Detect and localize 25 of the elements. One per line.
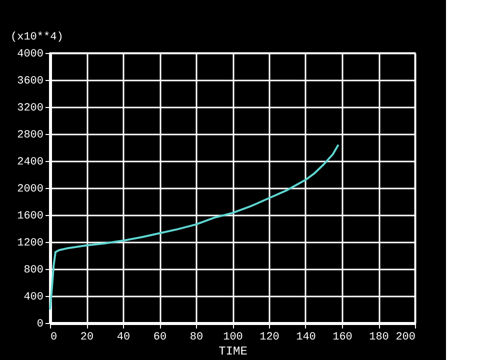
y-axis-title: (x10**4) — [10, 32, 64, 44]
x-tick-label: 100 — [223, 332, 243, 344]
y-tick-label: 2400 — [17, 156, 44, 168]
x-tick-label: 0 — [50, 332, 58, 344]
x-tick-label: 180 — [369, 332, 389, 344]
x-tick-label: 120 — [260, 332, 280, 344]
x-tick-label: 200 — [396, 332, 416, 344]
y-tick-label: 3200 — [17, 102, 44, 114]
y-tick-label: 400 — [24, 292, 44, 304]
line-series — [49, 144, 340, 310]
x-tick-label: 60 — [153, 332, 167, 344]
x-tick-label: 20 — [80, 332, 94, 344]
x-tick-label: 80 — [190, 332, 204, 344]
y-tick-label: 2800 — [17, 130, 44, 142]
y-tick-label: 4000 — [17, 48, 44, 60]
y-tick-label: 1200 — [17, 238, 44, 250]
y-tick-label: 3600 — [17, 76, 44, 88]
x-axis-title: TIME — [218, 344, 248, 358]
y-tick-label: 0 — [36, 318, 44, 330]
x-tick-label: 140 — [296, 332, 316, 344]
x-tick-label: 160 — [332, 332, 352, 344]
y-tick-label: 800 — [24, 264, 44, 276]
x-tick-label: 40 — [116, 332, 130, 344]
y-tick-label: 2000 — [17, 184, 44, 196]
y-tick-label: 1600 — [17, 210, 44, 222]
